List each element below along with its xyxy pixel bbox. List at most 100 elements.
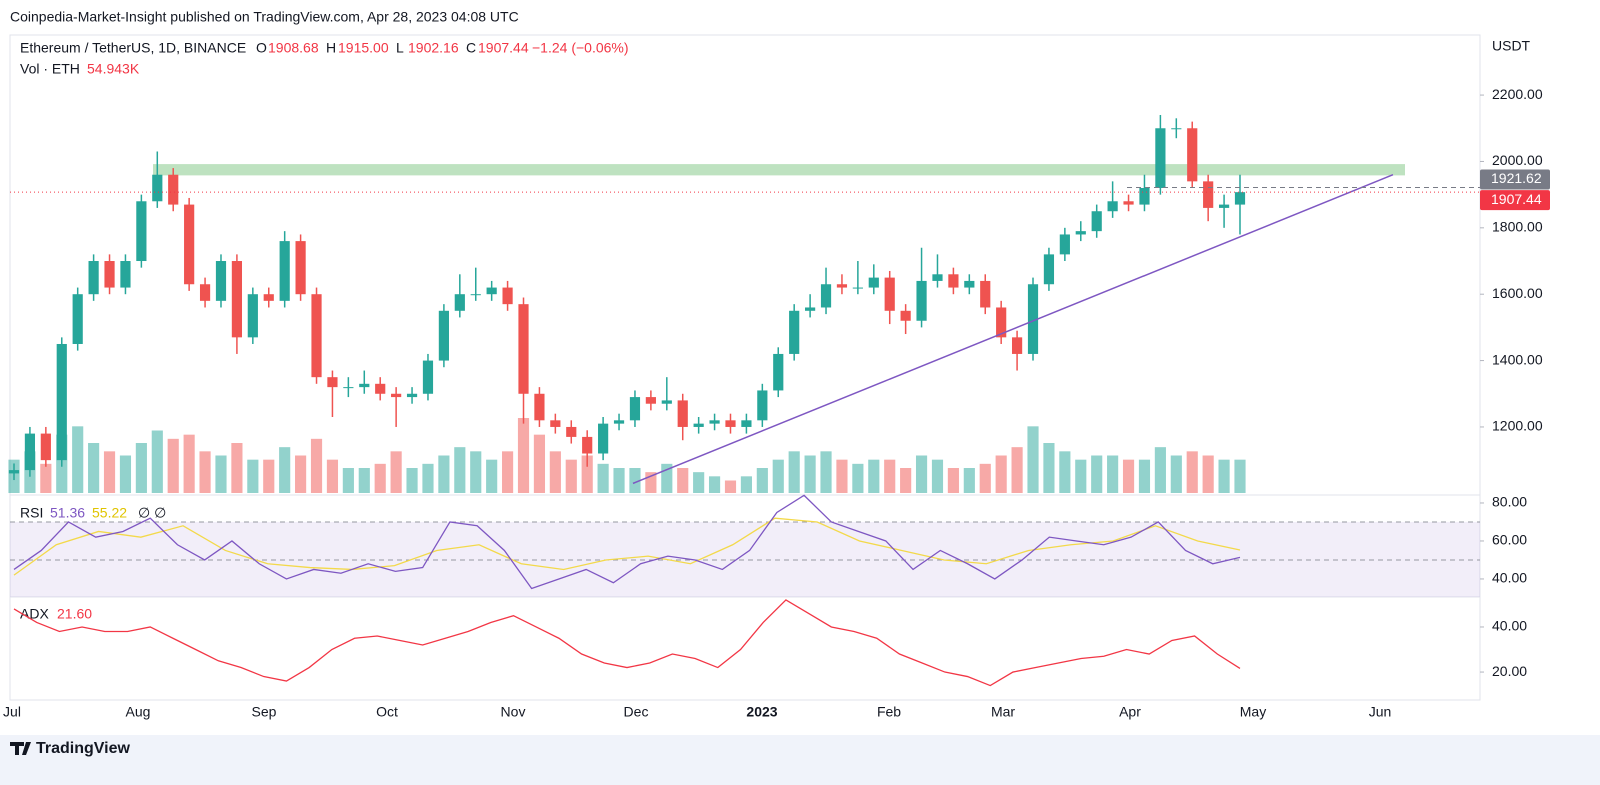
candle-body <box>645 397 656 404</box>
candle-body <box>1234 192 1246 205</box>
volume-bar <box>1011 447 1023 493</box>
rsi-tick-label: 40.00 <box>1492 570 1527 586</box>
candle-body <box>757 390 768 421</box>
logo <box>10 742 31 755</box>
volume-bar <box>1234 459 1246 493</box>
volume-bar <box>740 476 752 493</box>
volume-bar <box>884 459 896 493</box>
candle-body <box>120 261 131 288</box>
candle-body <box>263 294 274 301</box>
candle-body <box>470 294 481 296</box>
price-tag <box>1480 190 1550 211</box>
volume-bar <box>724 480 737 493</box>
candle-body <box>279 241 290 301</box>
candle-body <box>964 280 975 288</box>
rsi-extra: ∅ ∅ <box>138 505 166 521</box>
candle-body <box>1091 211 1102 232</box>
volume-bar <box>72 426 84 493</box>
ohlc-key: O <box>256 40 267 56</box>
candle-body <box>1139 187 1150 205</box>
volume-bar <box>406 468 418 493</box>
candle-body <box>1027 284 1039 354</box>
candle-body <box>518 304 529 394</box>
candle-body <box>948 274 959 288</box>
rsi-line <box>13 494 1241 590</box>
candle-body <box>709 420 720 424</box>
publisher: Coinpedia-Market-Insight published on Tr… <box>10 9 519 25</box>
x-tick-label: Nov <box>501 704 526 720</box>
x-tick-label: Oct <box>376 704 398 720</box>
volume-value: 54.943K <box>87 61 140 77</box>
candle-body <box>789 310 800 354</box>
footer-bar <box>0 735 1600 785</box>
volume-bar <box>804 455 816 493</box>
volume-bar <box>677 468 689 493</box>
volume-bar <box>1186 451 1198 493</box>
candle-body <box>199 284 211 301</box>
adx-line <box>13 599 1241 687</box>
volume-bar <box>772 459 784 493</box>
volume-bar <box>422 463 434 493</box>
ohlc-key: L <box>396 40 404 56</box>
footer-brand[interactable]: TradingView <box>36 740 131 757</box>
candle-body <box>231 261 243 338</box>
volume-bar <box>820 451 832 493</box>
volume-bar <box>533 434 546 493</box>
rsi-ma-line <box>13 517 1241 576</box>
candle-body <box>391 393 402 398</box>
rsi-tick-label: 60.00 <box>1492 532 1527 548</box>
candle-body <box>295 241 306 295</box>
volume-bar <box>1218 459 1230 493</box>
candle-body <box>327 377 338 388</box>
candle-body <box>852 287 863 289</box>
candle-body <box>422 360 434 394</box>
volume-bar <box>135 443 147 493</box>
rsi-label: RSI <box>20 505 43 521</box>
candle-body <box>1123 201 1134 205</box>
volume-bar <box>629 468 641 493</box>
candle-body <box>677 400 688 427</box>
candle-body <box>136 201 147 262</box>
y-tick-label: 1400.00 <box>1492 351 1543 367</box>
candle-body <box>406 393 418 398</box>
currency: USDT <box>1492 38 1531 54</box>
volume-bar <box>549 451 561 493</box>
rsi-value: 51.36 <box>50 505 85 521</box>
candle-body <box>247 294 258 338</box>
plot-frame <box>9 34 1481 701</box>
y-tick-label: 1200.00 <box>1492 418 1543 434</box>
volume-bar <box>788 451 800 493</box>
candle-body <box>1171 128 1182 130</box>
candle-body <box>104 261 115 288</box>
volume-bar <box>1043 443 1055 493</box>
volume-bar <box>661 463 673 493</box>
volume-bar <box>1138 459 1151 493</box>
candle-body <box>375 383 386 394</box>
candle-body <box>1187 128 1198 182</box>
candle-body <box>88 261 99 295</box>
x-tick-label: Jun <box>1369 704 1392 720</box>
volume-bar <box>215 455 227 493</box>
x-tick-label: May <box>1240 704 1266 720</box>
candle-body <box>8 470 20 474</box>
x-tick-label: 2023 <box>746 704 777 720</box>
adx-tick-label: 20.00 <box>1492 663 1527 679</box>
volume-bar <box>963 468 975 493</box>
volume-bar <box>470 451 482 493</box>
candle-body <box>72 294 83 344</box>
ohlc-value: 1908.68 <box>268 40 319 56</box>
candle-body <box>661 400 672 404</box>
volume-bar <box>1170 455 1182 493</box>
candle-body <box>1075 231 1086 235</box>
x-tick-label: Mar <box>991 704 1015 720</box>
volume-bar <box>915 455 928 493</box>
ohlc-value: 1902.16 <box>408 40 459 56</box>
candle-body <box>566 426 577 437</box>
candle-body <box>884 277 895 311</box>
volume-bar <box>167 438 179 493</box>
price-tag-label: 1921.62 <box>1491 170 1542 186</box>
volume-bar <box>326 459 339 493</box>
volume-bar <box>247 459 259 493</box>
volume-bar <box>40 463 52 493</box>
